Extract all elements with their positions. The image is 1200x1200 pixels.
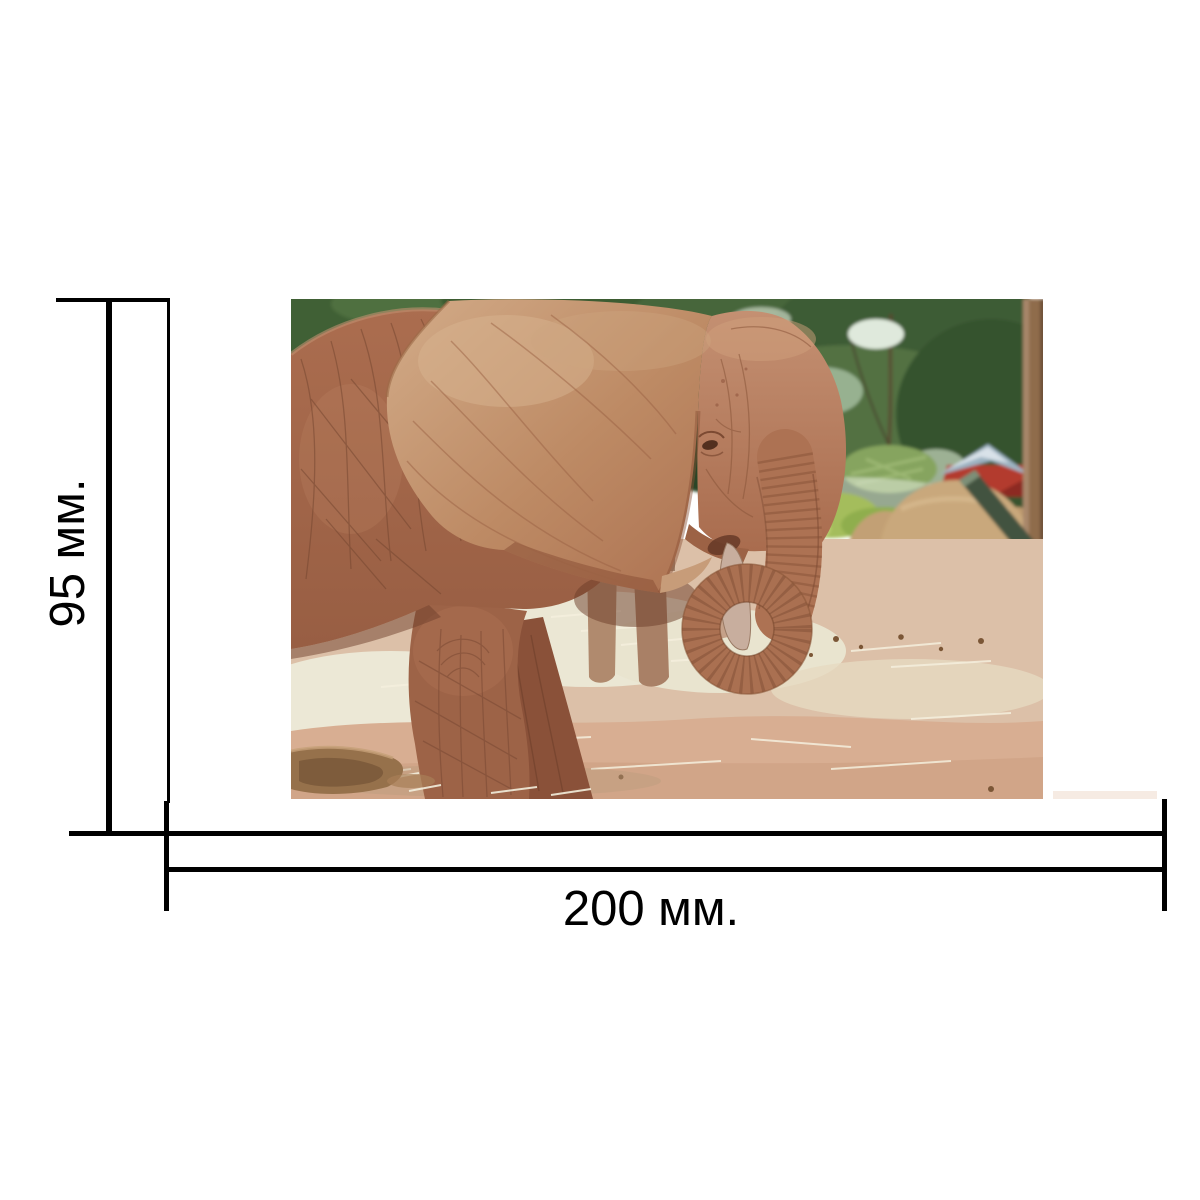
- elephant-photo: [291, 299, 1165, 799]
- elephant-ear: [385, 299, 712, 595]
- puddle: [291, 745, 435, 794]
- ear-curl: [660, 557, 712, 593]
- bottom-extension-line: [69, 831, 1165, 836]
- height-extension-line: [167, 298, 170, 803]
- faint-edge: [1053, 791, 1157, 799]
- width-label: 200 мм.: [562, 882, 740, 936]
- near-front-leg: [408, 597, 530, 799]
- elephant-photo-art: [291, 299, 1165, 799]
- width-dimension-line: [166, 867, 1167, 872]
- photo-white-margin: [1043, 299, 1165, 799]
- trunk-loop: [682, 564, 812, 694]
- face-wrinkles: [705, 326, 812, 518]
- height-label: 95 мм.: [41, 478, 95, 628]
- hay-tufts: [386, 772, 592, 796]
- width-dimension-left-cap: [164, 801, 169, 911]
- height-dimension-top-cap: [56, 298, 168, 302]
- belly-shadow: [291, 605, 441, 659]
- eye: [698, 430, 725, 457]
- height-dimension-line: [106, 298, 112, 835]
- forehead-speckles: [715, 367, 748, 407]
- elephant: [291, 299, 847, 799]
- ear-wrinkles: [406, 314, 677, 586]
- width-dimension-right-cap: [1162, 799, 1167, 911]
- trunk: [681, 429, 823, 695]
